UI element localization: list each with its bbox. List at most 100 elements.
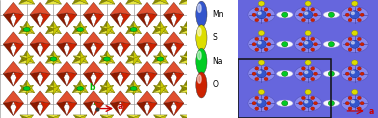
- Polygon shape: [179, 89, 195, 93]
- Polygon shape: [40, 101, 50, 116]
- Polygon shape: [187, 21, 195, 34]
- Polygon shape: [27, 26, 34, 36]
- Polygon shape: [153, 85, 167, 88]
- Polygon shape: [40, 13, 50, 27]
- Circle shape: [267, 43, 271, 46]
- Polygon shape: [152, 21, 160, 34]
- Polygon shape: [73, 85, 87, 88]
- Polygon shape: [153, 26, 160, 36]
- Polygon shape: [110, 13, 120, 27]
- Circle shape: [348, 37, 352, 41]
- Bar: [238, 59, 332, 118]
- Polygon shape: [187, 85, 194, 95]
- Text: a: a: [118, 102, 123, 111]
- Polygon shape: [27, 56, 34, 65]
- Polygon shape: [164, 101, 174, 116]
- Polygon shape: [57, 72, 67, 86]
- Polygon shape: [100, 85, 107, 95]
- Circle shape: [299, 102, 302, 105]
- Polygon shape: [99, 0, 107, 4]
- Circle shape: [305, 41, 308, 44]
- Ellipse shape: [294, 36, 322, 52]
- Polygon shape: [67, 72, 77, 86]
- Polygon shape: [53, 115, 60, 118]
- Polygon shape: [27, 51, 35, 63]
- Polygon shape: [3, 101, 13, 116]
- Polygon shape: [84, 13, 93, 27]
- Polygon shape: [84, 101, 93, 116]
- Polygon shape: [179, 60, 195, 63]
- Circle shape: [282, 42, 288, 47]
- Polygon shape: [20, 115, 34, 117]
- Circle shape: [328, 101, 335, 106]
- Polygon shape: [134, 115, 141, 118]
- Polygon shape: [30, 42, 40, 57]
- Circle shape: [255, 67, 259, 70]
- Circle shape: [357, 107, 361, 110]
- Circle shape: [360, 72, 364, 75]
- Polygon shape: [46, 56, 53, 65]
- Polygon shape: [147, 101, 157, 116]
- Circle shape: [259, 60, 265, 65]
- Polygon shape: [73, 85, 80, 95]
- Polygon shape: [20, 26, 34, 29]
- Polygon shape: [187, 115, 194, 118]
- Circle shape: [350, 11, 359, 19]
- Polygon shape: [99, 30, 115, 34]
- Circle shape: [23, 27, 30, 32]
- Circle shape: [198, 4, 201, 12]
- Polygon shape: [72, 80, 80, 93]
- Polygon shape: [179, 0, 187, 4]
- Polygon shape: [127, 85, 134, 95]
- Circle shape: [351, 41, 355, 44]
- Circle shape: [328, 42, 335, 47]
- Circle shape: [257, 11, 266, 19]
- Polygon shape: [187, 80, 195, 93]
- Polygon shape: [120, 13, 130, 27]
- Polygon shape: [67, 101, 77, 116]
- Polygon shape: [99, 21, 107, 34]
- Circle shape: [305, 89, 311, 95]
- Circle shape: [303, 70, 313, 78]
- Polygon shape: [174, 72, 184, 86]
- Polygon shape: [20, 56, 27, 65]
- Polygon shape: [180, 56, 187, 65]
- Polygon shape: [100, 85, 114, 88]
- Polygon shape: [125, 0, 134, 4]
- Circle shape: [351, 12, 355, 15]
- Polygon shape: [57, 2, 77, 15]
- Circle shape: [351, 71, 355, 74]
- Polygon shape: [3, 2, 23, 15]
- Circle shape: [255, 77, 259, 81]
- Circle shape: [264, 96, 268, 100]
- Polygon shape: [19, 30, 35, 34]
- Circle shape: [23, 86, 30, 91]
- Polygon shape: [107, 21, 115, 34]
- Ellipse shape: [294, 66, 322, 82]
- Polygon shape: [100, 56, 107, 65]
- Circle shape: [348, 77, 352, 81]
- Polygon shape: [57, 13, 67, 27]
- Polygon shape: [30, 61, 50, 74]
- Polygon shape: [134, 51, 142, 63]
- Circle shape: [255, 48, 259, 51]
- Circle shape: [360, 13, 364, 16]
- Polygon shape: [152, 1, 168, 4]
- Polygon shape: [19, 21, 27, 34]
- Polygon shape: [45, 0, 53, 4]
- Polygon shape: [160, 85, 167, 95]
- Polygon shape: [84, 32, 104, 44]
- Polygon shape: [107, 26, 114, 36]
- Polygon shape: [40, 42, 50, 57]
- Polygon shape: [53, 80, 62, 93]
- Polygon shape: [13, 42, 23, 57]
- Polygon shape: [153, 26, 167, 29]
- Polygon shape: [164, 61, 184, 74]
- Circle shape: [267, 13, 271, 16]
- Circle shape: [311, 8, 315, 11]
- Polygon shape: [30, 91, 50, 103]
- Polygon shape: [174, 13, 184, 27]
- Circle shape: [305, 1, 311, 6]
- Polygon shape: [57, 61, 77, 74]
- Circle shape: [345, 72, 349, 75]
